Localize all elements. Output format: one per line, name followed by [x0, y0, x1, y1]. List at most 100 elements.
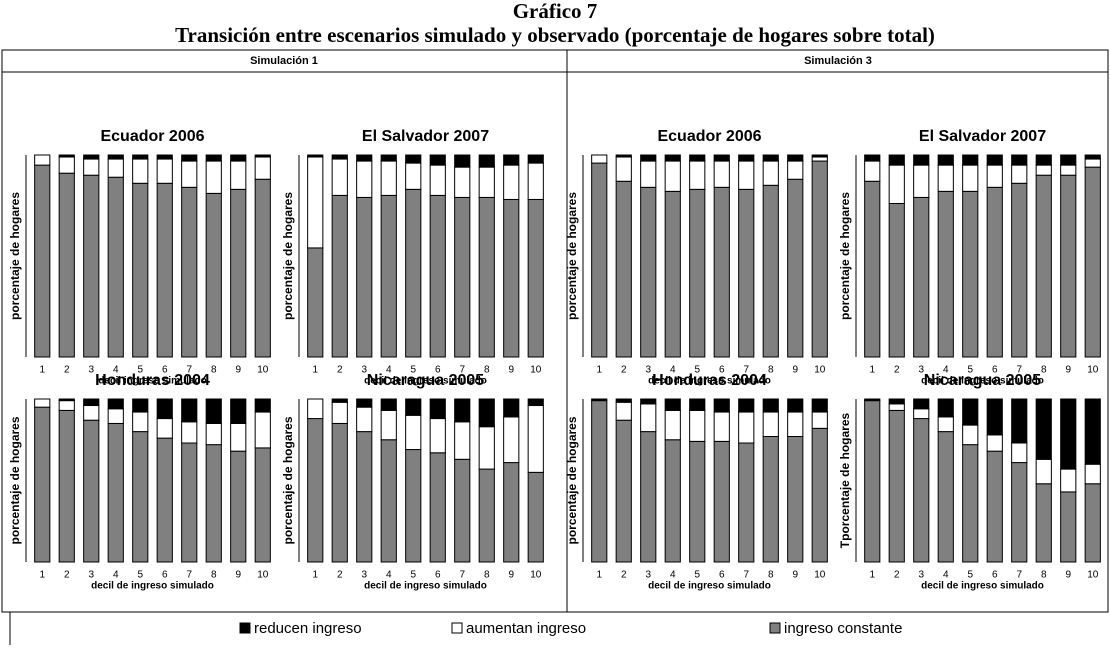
- bar-segment: [454, 196, 471, 358]
- x-tick-label: 7: [459, 365, 465, 376]
- x-tick-label: 1: [312, 365, 318, 376]
- bar-segment: [1035, 458, 1052, 485]
- y-axis-label: porcentaje de hogares: [281, 192, 295, 320]
- x-tick-label: 5: [137, 570, 143, 581]
- bar-segment: [356, 154, 373, 162]
- bar-segment: [615, 419, 632, 563]
- x-tick-label: 5: [967, 365, 973, 376]
- bar-segment: [962, 398, 979, 426]
- bar-segment: [331, 401, 348, 424]
- bar-segment: [1084, 483, 1101, 563]
- chart-title: Honduras 2004: [95, 372, 210, 389]
- bar-segment: [864, 160, 881, 182]
- bar-segment: [811, 398, 828, 413]
- bar-segment: [205, 444, 222, 563]
- bar-segment: [664, 398, 681, 411]
- bar-segment: [58, 156, 75, 174]
- bar-segment: [58, 172, 75, 358]
- bar-segment: [762, 398, 779, 413]
- bar-segment: [527, 398, 544, 407]
- bar-segment: [205, 398, 222, 424]
- bar-segment: [478, 468, 495, 563]
- bar-segment: [615, 156, 632, 182]
- x-tick-label: 3: [918, 570, 924, 581]
- panel-header: Simulación 3: [804, 55, 872, 67]
- bar-segment: [962, 424, 979, 446]
- bar-segment: [34, 406, 51, 563]
- bar-segment: [664, 160, 681, 192]
- x-tick-label: 9: [1065, 365, 1071, 376]
- bar-segment: [132, 158, 149, 184]
- bar-segment: [713, 440, 730, 563]
- x-axis-label: decil de ingreso simulado: [648, 376, 771, 387]
- bar-segment: [527, 471, 544, 563]
- bar-segment: [986, 398, 1003, 436]
- bar-segment: [913, 154, 930, 166]
- bar-segment: [1060, 398, 1077, 470]
- bar-segment: [478, 426, 495, 470]
- x-tick-label: 1: [869, 570, 875, 581]
- bar-segment: [156, 182, 173, 358]
- chart-title: Ecuador 2006: [100, 128, 204, 145]
- bar-segment: [787, 398, 804, 413]
- bar-segment: [356, 398, 373, 408]
- x-tick-label: 5: [410, 365, 416, 376]
- bar-segment: [615, 180, 632, 358]
- x-tick-label: 3: [645, 365, 651, 376]
- x-tick-label: 3: [645, 570, 651, 581]
- bar-segment: [811, 411, 828, 429]
- bar-segment: [331, 398, 348, 403]
- legend-swatch: [451, 622, 463, 634]
- bar-segment: [58, 398, 75, 402]
- x-tick-label: 3: [361, 570, 367, 581]
- bar-segment: [1011, 182, 1028, 358]
- x-axis-label: decil de ingreso simulado: [91, 581, 214, 592]
- bar-segment: [664, 154, 681, 162]
- bar-segment: [454, 458, 471, 563]
- bar-segment: [937, 416, 954, 433]
- bar-segment: [913, 418, 930, 563]
- x-tick-label: 3: [361, 365, 367, 376]
- x-tick-label: 4: [943, 365, 949, 376]
- x-tick-label: 7: [459, 570, 465, 581]
- bar-segment: [527, 154, 544, 164]
- bar-segment: [762, 435, 779, 563]
- bar-segment: [132, 154, 149, 160]
- x-axis-label: decil de ingreso simulado: [921, 581, 1044, 592]
- bar-segment: [762, 154, 779, 162]
- bar-segment: [689, 398, 706, 411]
- chart-title: Honduras 2004: [652, 372, 767, 389]
- x-tick-label: 5: [410, 570, 416, 581]
- bar-segment: [689, 440, 706, 563]
- bar-segment: [1084, 158, 1101, 168]
- bar-segment: [811, 427, 828, 563]
- bar-segment: [331, 422, 348, 563]
- legend-label: ingreso constante: [784, 620, 902, 637]
- bar-segment: [181, 442, 198, 563]
- x-tick-label: 3: [918, 365, 924, 376]
- bar-segment: [454, 421, 471, 460]
- x-tick-label: 6: [719, 570, 725, 581]
- x-tick-label: 10: [530, 570, 542, 581]
- bar-segment: [527, 198, 544, 358]
- bar-segment: [254, 447, 271, 563]
- bar-segment: [864, 154, 881, 162]
- bar-segment: [58, 154, 75, 158]
- bar-segment: [230, 422, 247, 452]
- bar-segment: [58, 400, 75, 411]
- bar-segment: [1035, 483, 1052, 563]
- bar-segment: [503, 154, 520, 166]
- legend-label: reducen ingreso: [254, 620, 362, 637]
- bar-segment: [132, 398, 149, 413]
- bar-segment: [713, 411, 730, 442]
- x-tick-label: 6: [992, 365, 998, 376]
- bar-segment: [254, 398, 271, 413]
- bar-segment: [1084, 463, 1101, 485]
- bar-segment: [181, 160, 198, 188]
- bar-segment: [405, 188, 422, 358]
- bar-segment: [230, 160, 247, 190]
- bar-segment: [689, 188, 706, 358]
- bar-segment: [429, 154, 446, 166]
- x-tick-label: 5: [967, 570, 973, 581]
- x-tick-label: 4: [386, 365, 392, 376]
